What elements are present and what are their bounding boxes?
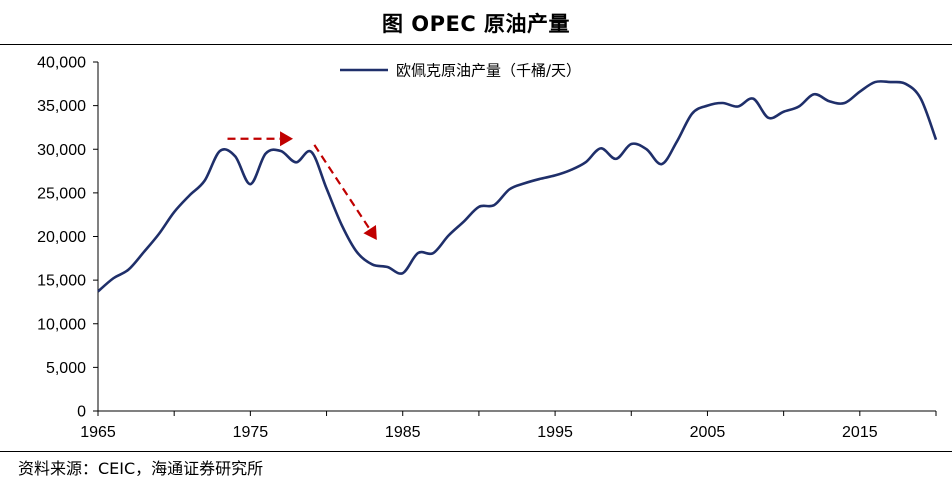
y-tick-label: 35,000 <box>37 98 86 115</box>
y-tick-label: 30,000 <box>37 142 86 159</box>
x-tick-label: 1995 <box>537 424 573 441</box>
series-line <box>97 79 938 293</box>
legend-label: 欧佩克原油产量（千桶/天） <box>396 62 581 80</box>
annotation-arrow-line <box>313 144 371 230</box>
annotation-arrow-head <box>363 225 377 240</box>
y-tick-label: 15,000 <box>37 273 86 290</box>
chart-title: 图 OPEC 原油产量 <box>381 12 571 36</box>
x-tick-label: 1985 <box>385 424 421 441</box>
y-tick-label: 5,000 <box>46 360 86 377</box>
y-tick-label: 20,000 <box>37 229 86 246</box>
legend: 欧佩克原油产量（千桶/天） <box>340 62 581 80</box>
x-tick-label: 2005 <box>690 424 726 441</box>
axes: 0 5,000 10,000 15,000 20,000 25,000 30,000 35,0… <box>37 55 937 441</box>
x-tick-label: 1975 <box>233 424 269 441</box>
top-rule <box>0 44 952 45</box>
y-tick-label: 0 <box>77 404 86 421</box>
annotation-arrow-head <box>280 131 294 147</box>
y-tick-label: 10,000 <box>37 316 86 333</box>
x-tick-label: 2015 <box>842 424 878 441</box>
annotations-layer <box>227 131 377 240</box>
y-tick-label: 40,000 <box>37 55 86 72</box>
chart-area: 0 5,000 10,000 15,000 20,000 25,000 30,000 35,0… <box>37 55 938 441</box>
bottom-rule <box>0 451 952 452</box>
title-bar: 图 OPEC 原油产量 <box>0 0 952 44</box>
series-layer <box>97 79 938 293</box>
y-tick-label: 25,000 <box>37 185 86 202</box>
x-tick-label: 1965 <box>80 424 116 441</box>
source-note: 资料来源：CEIC，海通证券研究所 <box>18 459 264 478</box>
